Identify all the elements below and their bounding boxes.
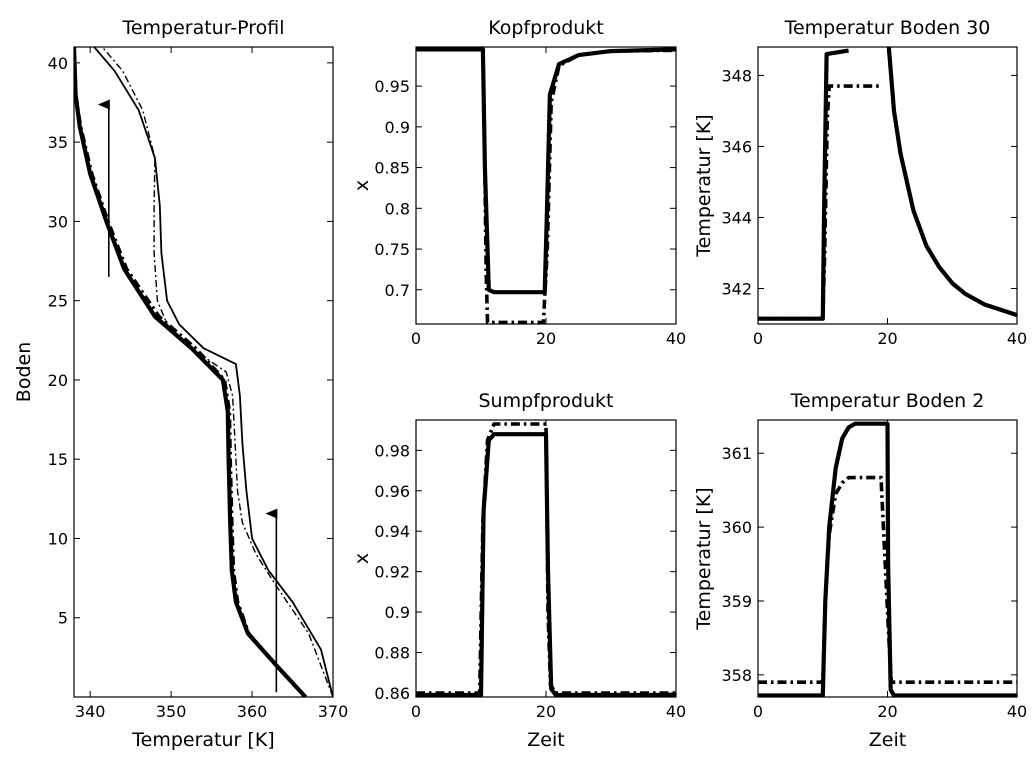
x-tick-label: 360: [237, 702, 268, 721]
x-tick-label: 350: [156, 702, 187, 721]
chart-sumpf: Sumpfprodukt 0 20 40 0.86 0.88 0.9 0.92 0.94 0.96…: [351, 390, 686, 751]
y-axis-label: x: [351, 180, 373, 191]
y-tick-label: 359: [721, 592, 752, 611]
series-line: [758, 84, 881, 321]
y-tick-label: 0.96: [374, 482, 410, 501]
chart-t30: Temperatur Boden 30 0 20 40 342 344 346 348 Temp…: [693, 17, 1027, 348]
y-tick-label: 358: [721, 666, 752, 685]
y-tick-label: 20: [48, 371, 68, 390]
x-tick-label: 40: [1007, 702, 1027, 721]
y-axis-label: Temperatur [K]: [693, 114, 715, 257]
x-tick-label: 20: [877, 329, 897, 348]
y-tick-label: 40: [48, 54, 68, 73]
y-tick-label: 0.7: [385, 281, 410, 300]
y-tick-label: 0.92: [374, 563, 410, 582]
y-tick-label: 0.9: [385, 603, 410, 622]
y-axis-label: x: [351, 553, 373, 564]
x-tick-label: 0: [411, 329, 421, 348]
y-tick-label: 0.94: [374, 522, 410, 541]
x-tick-label: 0: [411, 702, 421, 721]
y-tick-label: 0.86: [374, 684, 410, 703]
y-tick-label: 0.85: [374, 159, 410, 178]
chart-profil: Temperatur-Profil 340 350 360 370 5 10 15 20 25 30…: [13, 17, 348, 751]
x-tick-label: 0: [753, 702, 763, 721]
y-tick-label: 0.75: [374, 240, 410, 259]
y-tick-label: 346: [721, 137, 752, 156]
axes-frame: [757, 46, 1018, 325]
y-tick-label: 348: [721, 66, 752, 85]
series-line: [416, 47, 676, 295]
chart-kopf: Kopfprodukt 0 20 40 0.7 0.75 0.8 0.85 0.9 0.95 x: [351, 17, 686, 348]
y-tick-label: 0.9: [385, 118, 410, 137]
x-tick-label: 40: [666, 329, 686, 348]
series-line: [101, 47, 333, 697]
axes-frame: [73, 46, 334, 698]
y-tick-label: 10: [48, 529, 68, 548]
x-tick-label: 0: [753, 329, 763, 348]
x-tick-label: 20: [536, 329, 556, 348]
chart-title: Temperatur Boden 30: [784, 17, 991, 39]
y-tick-label: 30: [48, 212, 68, 231]
x-tick-label: 20: [877, 702, 897, 721]
chart-title: Kopfprodukt: [488, 17, 604, 39]
y-tick-label: 361: [721, 444, 752, 463]
x-axis-label: Zeit: [527, 729, 564, 751]
y-tick-label: 0.88: [374, 644, 410, 663]
x-tick-label: 340: [75, 702, 106, 721]
y-tick-label: 0.95: [374, 77, 410, 96]
x-tick-label: 40: [666, 702, 686, 721]
series-line: [74, 47, 307, 697]
chart-title: Sumpfprodukt: [479, 390, 614, 412]
series-line: [758, 421, 1017, 697]
y-tick-label: 360: [721, 518, 752, 537]
x-tick-label: 370: [318, 702, 349, 721]
x-tick-label: 40: [1007, 329, 1027, 348]
y-tick-label: 35: [48, 133, 68, 152]
chart-t2: Temperatur Boden 2 0 20 40 358 359 360 361 Zeit T…: [693, 390, 1027, 751]
y-tick-label: 0.8: [385, 199, 410, 218]
y-tick-label: 342: [721, 279, 752, 298]
y-tick-label: 25: [48, 292, 68, 311]
y-axis-label: Boden: [13, 342, 35, 402]
y-tick-label: 15: [48, 450, 68, 469]
series-line: [758, 48, 849, 321]
y-tick-label: 5: [58, 609, 68, 628]
chart-title: Temperatur-Profil: [121, 17, 284, 39]
y-tick-label: 344: [721, 208, 752, 227]
series-line: [416, 432, 676, 697]
chart-title: Temperatur Boden 2: [790, 390, 985, 412]
x-axis-label: Zeit: [869, 729, 906, 751]
series-line: [886, 47, 1017, 318]
x-axis-label: Temperatur [K]: [131, 729, 274, 751]
x-tick-label: 20: [536, 702, 556, 721]
y-tick-label: 0.98: [374, 441, 410, 460]
y-axis-label: Temperatur [K]: [693, 487, 715, 630]
